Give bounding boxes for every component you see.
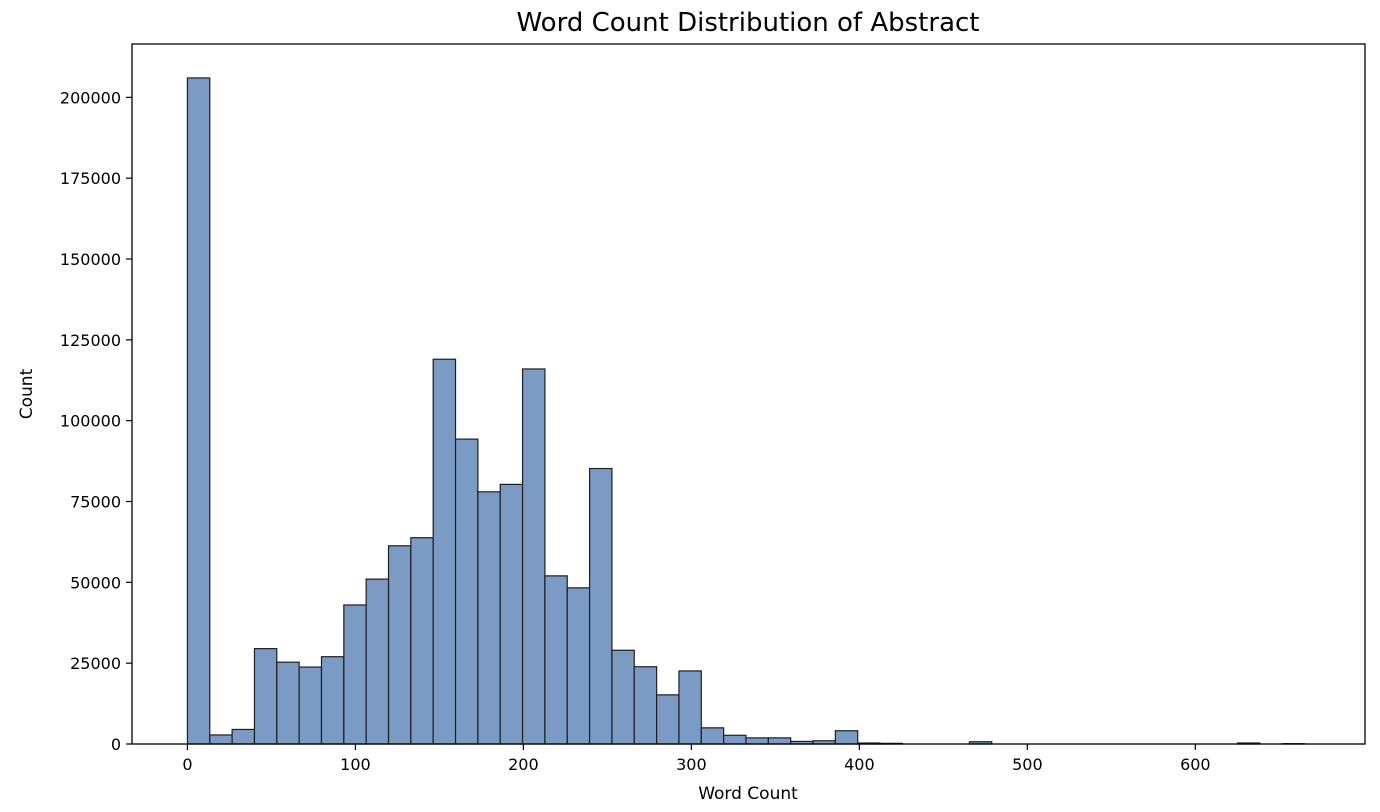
y-tick-label: 75000 [70, 493, 121, 512]
x-tick-label: 0 [182, 755, 192, 774]
histogram-bar [745, 737, 769, 745]
x-tick-label: 200 [508, 755, 539, 774]
chart-title: Word Count Distribution of Abstract [517, 8, 980, 38]
histogram-bar [566, 587, 591, 745]
histogram-bar [253, 648, 278, 745]
histogram-bar [387, 545, 412, 745]
x-tick-label: 500 [1012, 755, 1043, 774]
histogram-bar [678, 670, 702, 745]
y-tick-label: 0 [111, 735, 121, 754]
y-tick-label: 175000 [60, 169, 121, 188]
y-axis: 0 25000 50000 75000 100000 125000 150000 175000… [60, 88, 132, 754]
histogram-bar [656, 694, 680, 745]
histogram-bar [544, 575, 568, 745]
histogram-bar [477, 491, 501, 745]
histogram-bar [276, 661, 300, 745]
histogram-bar [410, 537, 434, 745]
y-tick-label: 50000 [70, 573, 121, 592]
histogram-bar [432, 358, 457, 745]
histogram-bar [298, 666, 323, 745]
histogram-bar [521, 368, 546, 745]
y-tick-label: 150000 [60, 250, 121, 269]
y-tick-label: 200000 [60, 88, 121, 107]
x-axis-label: Word Count [698, 784, 798, 804]
x-tick-label: 400 [844, 755, 875, 774]
histogram-bar [365, 578, 390, 745]
histogram-bar [767, 737, 792, 745]
histogram-bar [611, 649, 635, 745]
histogram-bar [454, 438, 479, 745]
histogram-bar [588, 467, 613, 745]
histogram-bar [343, 604, 367, 745]
histogram-bar [700, 727, 725, 745]
bars-group [186, 77, 1306, 745]
y-axis-label: Count [17, 368, 37, 419]
histogram-bar [633, 666, 658, 745]
histogram-bar [231, 728, 256, 745]
y-tick-label: 25000 [70, 654, 121, 673]
histogram-bar [723, 734, 747, 745]
histogram-bar [209, 734, 233, 745]
plot-frame [131, 43, 1366, 745]
histogram-bar [499, 483, 524, 745]
x-axis: 0 100 200 300 400 500 600 [182, 744, 1211, 774]
histogram-bar [186, 77, 211, 745]
x-tick-label: 100 [340, 755, 371, 774]
x-tick-label: 300 [676, 755, 707, 774]
y-tick-label: 125000 [60, 331, 121, 350]
histogram-bar [834, 730, 859, 745]
x-tick-label: 600 [1180, 755, 1211, 774]
histogram-bar [320, 656, 345, 745]
y-tick-label: 100000 [60, 412, 121, 431]
